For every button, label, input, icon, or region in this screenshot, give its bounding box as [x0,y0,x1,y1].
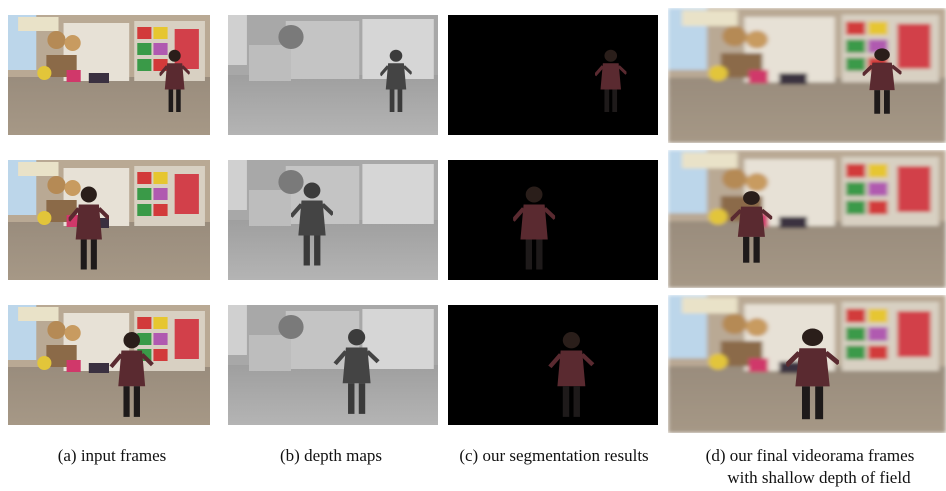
input-frame [8,305,210,425]
caption: (d) our final videorama frames [706,446,915,465]
figure: (a) input frames (b) depth maps (c) our … [0,0,946,491]
segmentation [448,15,658,135]
caption: (c) our segmentation results [459,446,648,465]
depth-map [228,305,438,425]
input-frame [8,160,210,280]
videorama-frame [668,295,946,433]
depth-map [228,160,438,280]
segmentation [448,305,658,425]
caption: with shallow depth of field [727,468,911,487]
caption: (b) depth maps [280,446,382,465]
input-frame [8,15,210,135]
segmentation [448,160,658,280]
depth-map [228,15,438,135]
videorama-frame [668,150,946,288]
caption: (a) input frames [58,446,167,465]
videorama-frame [668,8,946,143]
